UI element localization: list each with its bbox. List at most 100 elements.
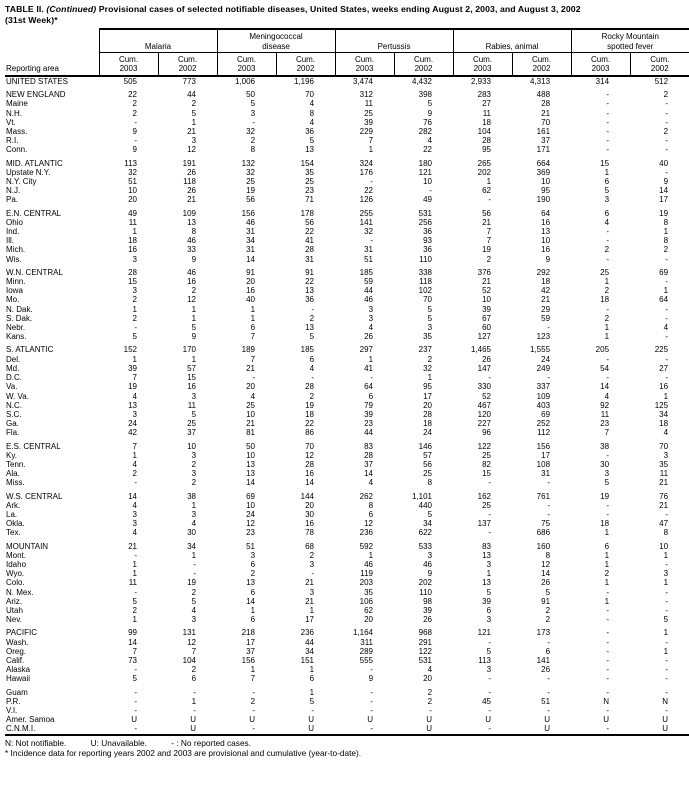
value-cell: 32 (128, 167, 137, 177)
value-cell: 39 (423, 605, 433, 615)
value-cell: 12 (305, 450, 315, 460)
table-section: W.S. CENTRAL 14 38 69 144 262 1,101 162 761 19 76 A… (5, 488, 689, 538)
value-cell: 14 (128, 491, 137, 501)
value-cell: 6 (250, 559, 256, 569)
value-cell: 488 (536, 90, 551, 100)
col-group-malaria: Malaria (98, 28, 218, 53)
value-cell: 26 (187, 167, 197, 177)
value-cell: 203 (359, 578, 374, 588)
value-cell: 4,432 (411, 77, 433, 86)
value-cell: 70 (659, 441, 669, 451)
value-cell: 2 (132, 99, 137, 109)
value-cell: 3 (427, 550, 433, 560)
table-row: MID. ATLANTIC 113 191 132 154 324 180 265 664 15 4… (5, 155, 689, 168)
value-cell: 14 (541, 569, 551, 579)
value-cell: 9 (132, 145, 137, 155)
value-cell: 9 (132, 127, 137, 137)
table-row: S. Dak. 2 1 1 2 3 5 67 59 2 - (5, 314, 689, 323)
value-cell: 10 (659, 541, 669, 551)
table-row: E.S. CENTRAL 7 10 50 70 83 146 122 156 38 70 (5, 438, 689, 451)
value-cell: - (370, 706, 374, 715)
value-cell: 10 (541, 177, 551, 187)
value-cell: 23 (364, 419, 374, 429)
table-row: Wis. 3 9 14 31 51 110 2 9 - - (5, 255, 689, 264)
reporting-area-cell: Fla. (6, 428, 20, 438)
value-cell: 13 (128, 400, 137, 410)
value-cell: 324 (359, 158, 374, 168)
value-cell: 42 (541, 286, 551, 296)
value-cell: 32 (246, 127, 256, 137)
col-group-rabies-animal: Rabies, animal (452, 28, 572, 53)
reporting-area-cell: D.C. (6, 373, 22, 383)
reporting-area-cell: Amer. Samoa (6, 715, 55, 725)
value-cell: 16 (659, 382, 669, 392)
value-cell: - (134, 478, 137, 488)
value-cell: 47 (659, 519, 669, 529)
value-cell: 119 (360, 569, 374, 579)
reporting-area-cell: Vt. (6, 117, 16, 127)
value-cell: 57 (423, 450, 433, 460)
value-cell: 229 (359, 127, 374, 137)
value-cell: 1 (663, 227, 669, 237)
value-cell: N (603, 696, 610, 706)
reporting-area-cell: Va. (6, 382, 18, 392)
value-cell: - (606, 145, 610, 155)
reporting-area-cell: N. Dak. (6, 304, 33, 314)
value-cell: 46 (364, 295, 374, 305)
value-cell: 3 (250, 108, 256, 118)
value-cell: 12 (187, 145, 197, 155)
value-cell: 40 (659, 158, 669, 168)
value-cell: 7 (132, 373, 137, 383)
value-cell: 132 (241, 158, 256, 168)
value-cell: 1 (132, 559, 137, 569)
value-cell: 170 (182, 345, 197, 355)
value-cell: 122 (418, 646, 433, 656)
value-cell: 125 (654, 400, 669, 410)
value-cell: 14 (246, 478, 256, 488)
value-cell: 28 (541, 99, 551, 109)
value-cell: 37 (187, 428, 197, 438)
value-cell: 5 (191, 108, 197, 118)
value-cell: 403 (536, 400, 551, 410)
value-cell: 67 (482, 313, 492, 323)
value-cell: - (370, 687, 374, 697)
reporting-area-cell: Ind. (6, 227, 20, 237)
value-cell: 13 (187, 217, 197, 227)
incidence-footnote: * Incidence data for reporting years 200… (5, 747, 362, 758)
value-cell: 4 (309, 363, 315, 373)
value-cell: 236 (300, 628, 315, 638)
value-cell: 34 (423, 519, 433, 529)
value-cell: - (193, 569, 197, 579)
value-cell: 4 (663, 323, 669, 333)
value-cell: 3 (191, 136, 197, 146)
value-cell: 25 (423, 469, 433, 479)
value-cell: - (606, 136, 610, 146)
value-cell: 56 (482, 208, 492, 218)
value-cell: 18 (423, 419, 433, 429)
value-cell: 123 (536, 332, 551, 342)
value-cell: 27 (482, 99, 492, 109)
reporting-area-cell: S.C. (6, 409, 22, 419)
value-cell: 5 (191, 596, 197, 606)
value-cell: N (662, 696, 669, 706)
value-cell: - (606, 665, 610, 675)
value-cell: 6 (604, 541, 610, 551)
value-cell: 4 (427, 136, 433, 146)
value-cell: 1 (604, 559, 610, 569)
value-cell: U (544, 724, 551, 734)
value-cell: 2 (604, 313, 610, 323)
value-cell: 28 (128, 267, 137, 277)
table-row: Mo. 2 12 40 36 46 70 10 21 18 64 (5, 295, 689, 304)
value-cell: 5 (604, 478, 610, 488)
value-cell: 37 (364, 459, 374, 469)
value-cell: - (488, 528, 492, 538)
value-cell: 176 (359, 167, 374, 177)
value-cell: 6 (545, 646, 551, 656)
table-row: Maine 2 2 5 4 11 5 27 28 - - (5, 99, 689, 108)
value-cell: 18 (305, 409, 315, 419)
value-cell: 46 (246, 217, 256, 227)
value-cell: 3 (191, 469, 197, 479)
value-cell: 5 (309, 696, 315, 706)
value-cell: 76 (423, 117, 433, 127)
value-cell: - (547, 323, 551, 333)
